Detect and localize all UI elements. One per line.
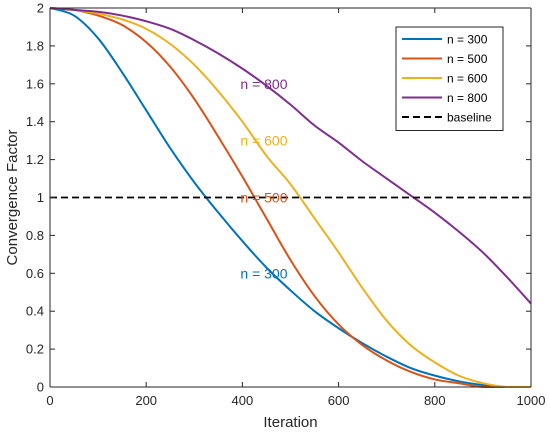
annotation-label-3: n = 500 <box>240 190 287 206</box>
series-line-n-800 <box>49 7 532 305</box>
x-tick-label: 1000 <box>517 393 546 408</box>
y-tick-label: 1.6 <box>26 76 44 91</box>
y-tick-label: 0.2 <box>26 342 44 357</box>
x-axis-title: Iteration <box>263 414 317 431</box>
y-tick-label: 1.8 <box>26 38 44 53</box>
legend-label-n-600: n = 600 <box>447 72 488 86</box>
legend-label-n-500: n = 500 <box>447 52 488 66</box>
x-tick-label: 0 <box>46 393 53 408</box>
series-line-n-300 <box>49 7 531 389</box>
x-tick-label: 400 <box>232 393 254 408</box>
series-line-n-500 <box>49 7 531 389</box>
annotation-layer: n = 800 n = 600 n = 500 n = 300 <box>240 76 287 281</box>
series-layer <box>49 7 532 389</box>
legend-label-n-800: n = 800 <box>447 91 488 105</box>
y-tick-label: 1 <box>37 190 44 205</box>
y-tick-label: 0.6 <box>26 266 44 281</box>
y-tick-label: 0.4 <box>26 304 44 319</box>
y-tick-label: 0 <box>37 380 44 395</box>
series-line-n-600 <box>49 7 531 389</box>
legend: n = 300 n = 500 n = 600 n = 800 baseline <box>395 26 504 131</box>
legend-label-baseline: baseline <box>447 111 492 125</box>
x-tick-label: 600 <box>328 393 350 408</box>
axes-layer: 0 200 400 600 800 1000 0 0.2 0.4 0.6 0.8 1 1.2 1.4 1.6… <box>26 1 546 409</box>
y-tick-label: 0.8 <box>26 228 44 243</box>
annotation-label-4: n = 300 <box>240 265 287 281</box>
x-tick-label: 800 <box>424 393 446 408</box>
y-tick-label: 1.2 <box>26 152 44 167</box>
legend-label-n-300: n = 300 <box>447 33 488 47</box>
x-tick-label: 200 <box>135 393 157 408</box>
y-tick-label: 1.4 <box>26 114 44 129</box>
annotation-label-2: n = 600 <box>240 133 287 149</box>
y-axis-title: Convergence Factor <box>4 130 21 266</box>
annotation-label-1: n = 800 <box>240 76 287 92</box>
y-tick-label: 2 <box>37 1 44 16</box>
